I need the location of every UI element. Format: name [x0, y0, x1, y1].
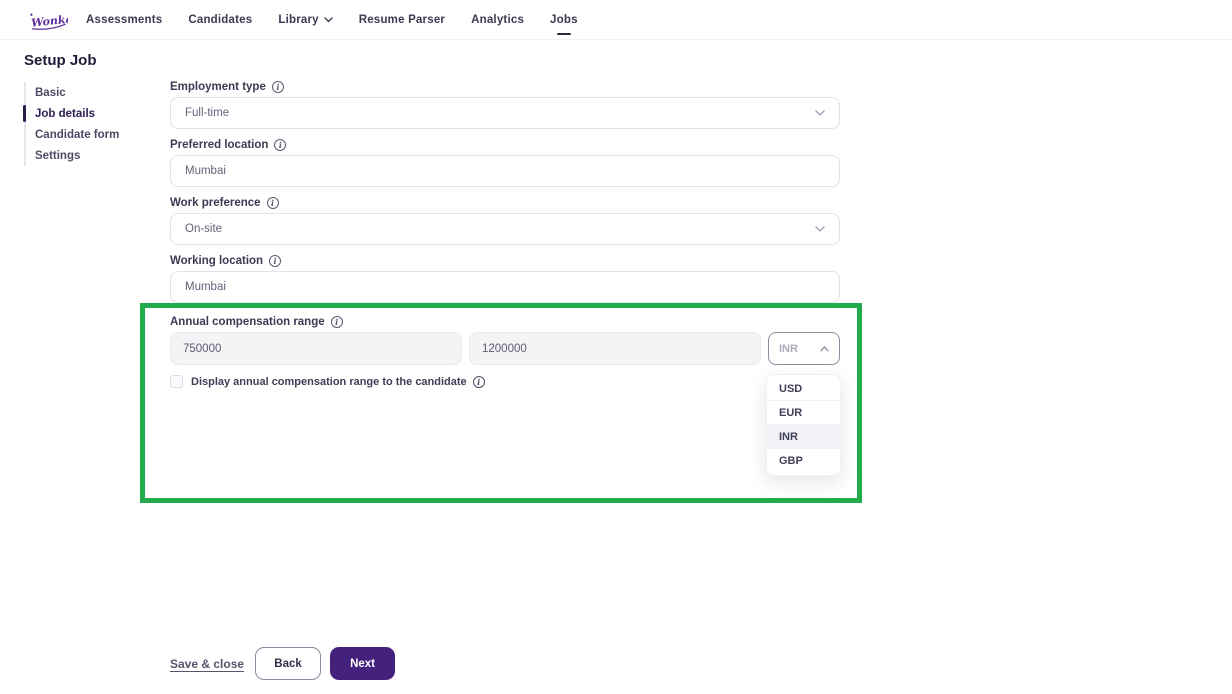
nav-item-candidates[interactable]: Candidates — [188, 13, 253, 26]
employment-type-select[interactable]: Full-time — [170, 97, 840, 129]
job-details-form: Employment type Full-time Preferred loca… — [170, 79, 840, 396]
employment-type-group: Employment type Full-time — [170, 79, 840, 129]
currency-select[interactable]: INR — [768, 332, 840, 365]
currency-option-inr[interactable]: INR — [767, 425, 840, 449]
currency-value: INR — [779, 342, 798, 355]
info-icon[interactable] — [269, 254, 282, 267]
logo-text: Wonka — [31, 12, 68, 29]
employment-type-value: Full-time — [185, 107, 230, 119]
currency-option-eur[interactable]: EUR — [767, 401, 840, 425]
chevron-down-icon — [324, 16, 333, 22]
nav-item-resume-parser[interactable]: Resume Parser — [358, 13, 446, 26]
setup-steps: Basic Job details Candidate form Setting… — [22, 82, 120, 166]
chevron-down-icon — [815, 110, 825, 116]
chevron-down-icon — [815, 226, 825, 232]
employment-type-label: Employment type — [170, 80, 266, 93]
preferred-location-input[interactable] — [170, 155, 840, 187]
display-compensation-row: Display annual compensation range to the… — [170, 375, 840, 388]
display-compensation-label: Display annual compensation range to the… — [191, 375, 467, 388]
info-icon[interactable] — [266, 196, 279, 209]
working-location-input[interactable] — [170, 271, 840, 303]
chevron-up-icon — [820, 345, 829, 351]
step-basic[interactable]: Basic — [35, 86, 66, 99]
work-preference-group: Work preference On-site — [170, 195, 840, 245]
info-icon[interactable] — [330, 315, 343, 328]
wonka-logo[interactable]: Wonka — [28, 6, 68, 34]
working-location-label: Working location — [170, 254, 264, 267]
work-preference-label: Work preference — [170, 196, 261, 209]
compensation-label: Annual compensation range — [170, 315, 325, 328]
nav-item-assessments[interactable]: Assessments — [86, 13, 163, 26]
info-icon[interactable] — [274, 138, 287, 151]
display-compensation-checkbox[interactable] — [170, 375, 183, 388]
working-location-group: Working location — [170, 253, 840, 303]
save-and-close-link[interactable]: Save & close — [170, 656, 245, 671]
currency-dropdown-menu: USD EUR INR GBP — [766, 374, 841, 476]
page-title: Setup Job — [24, 52, 97, 69]
step-candidate-form[interactable]: Candidate form — [35, 128, 120, 141]
compensation-max-input[interactable] — [469, 332, 761, 365]
step-job-details[interactable]: Job details — [22, 103, 119, 124]
work-preference-value: On-site — [185, 223, 223, 235]
step-settings[interactable]: Settings — [35, 149, 81, 162]
info-icon[interactable] — [271, 80, 284, 93]
compensation-group: Annual compensation range INR Display an… — [170, 314, 840, 388]
currency-option-usd[interactable]: USD — [767, 377, 840, 401]
currency-option-gbp[interactable]: GBP — [779, 455, 803, 467]
compensation-min-input[interactable] — [170, 332, 462, 365]
next-button[interactable]: Next — [330, 647, 396, 680]
form-footer: Save & close Back Next — [170, 647, 396, 680]
preferred-location-label: Preferred location — [170, 138, 269, 151]
work-preference-select[interactable]: On-site — [170, 213, 840, 245]
info-icon[interactable] — [472, 375, 485, 388]
top-navigation: Wonka Assessments Candidates Library Res… — [0, 0, 1232, 40]
nav-item-analytics[interactable]: Analytics — [471, 13, 525, 26]
nav-item-jobs[interactable]: Jobs — [550, 0, 578, 40]
nav-item-library[interactable]: Library — [278, 0, 333, 40]
preferred-location-group: Preferred location — [170, 137, 840, 187]
active-tab-indicator — [556, 32, 571, 35]
back-button[interactable]: Back — [255, 647, 322, 680]
